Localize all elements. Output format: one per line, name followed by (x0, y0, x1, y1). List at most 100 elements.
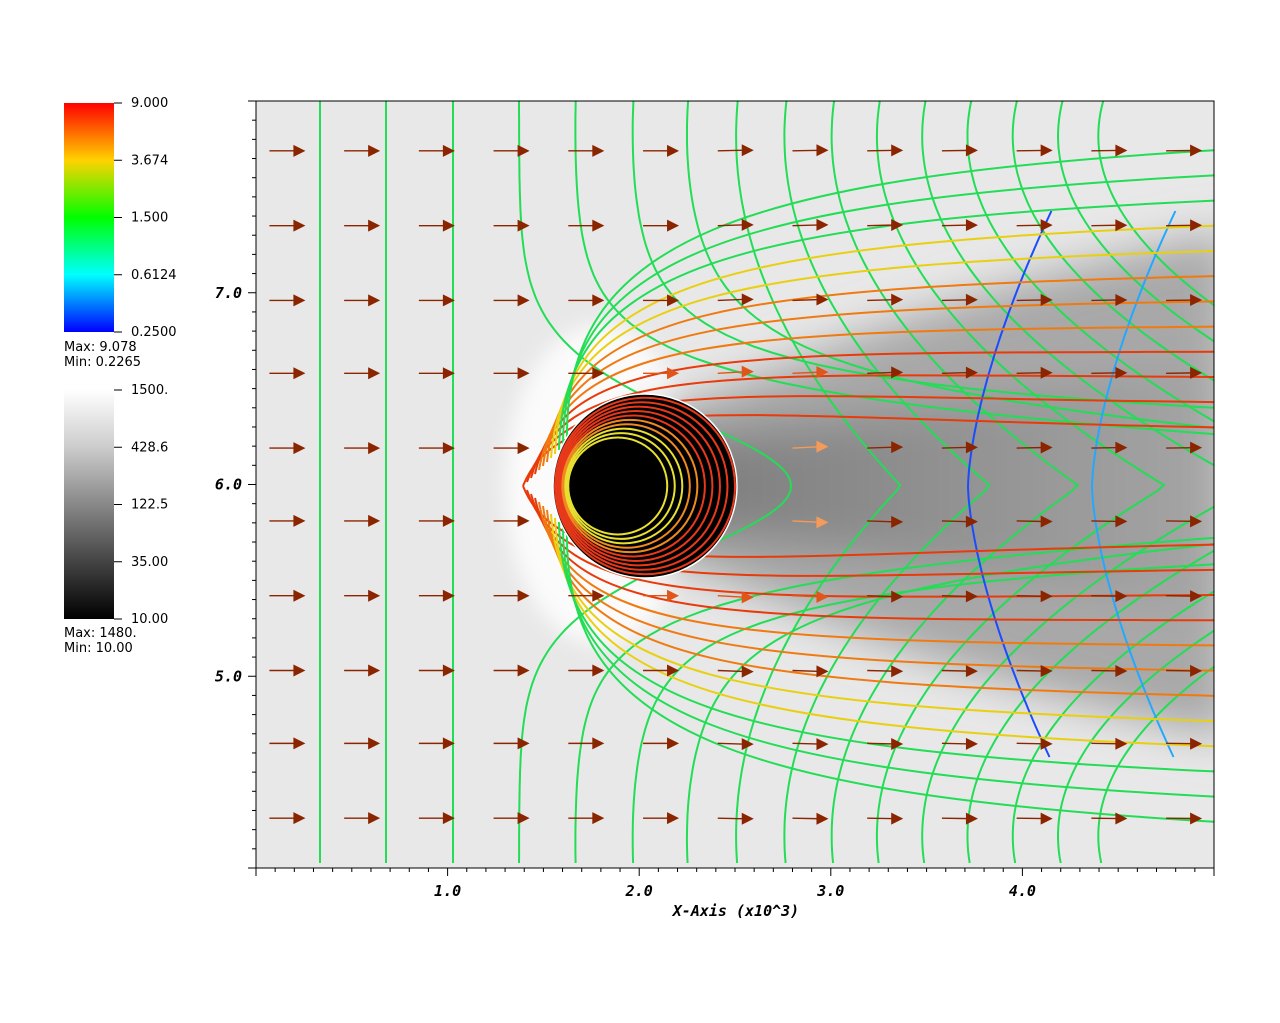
y-axis: 7.0 6.0 5.0 (215, 100, 256, 869)
vector-arrow (643, 219, 680, 232)
vector-arrow (1091, 664, 1128, 677)
contour-line (830, 101, 1080, 864)
colorbar-tick-label: 122.5 (131, 498, 168, 513)
x-axis-title: X-Axis (x10^3) (671, 902, 799, 920)
vector-arrow (568, 664, 605, 677)
vector-arrow (717, 812, 754, 825)
vector-arrow (941, 366, 978, 379)
vector-arrow (1166, 294, 1203, 307)
x-axis: 1.0 2.0 3.0 4.0 (255, 868, 1215, 900)
contour-line (783, 101, 991, 864)
contour-line (966, 101, 1214, 864)
vector-arrow (568, 812, 605, 825)
vector-arrow (1091, 812, 1128, 825)
vector-arrow (568, 589, 605, 602)
contour-line (574, 101, 1214, 864)
flow-contour-line (526, 489, 1214, 577)
vector-arrow (344, 664, 381, 677)
vector-arrow (643, 664, 680, 677)
vector-arrow (269, 219, 306, 232)
vector-arrow (717, 218, 754, 231)
vector-arrow (867, 812, 904, 825)
x-tick-label: 1.0 (434, 882, 461, 900)
vector-arrow (867, 219, 904, 232)
vector-arrow (493, 514, 530, 527)
obstacle-ring (565, 432, 676, 540)
vector-arrow (1166, 664, 1203, 677)
vector-arrow (941, 515, 978, 528)
vector-arrow (1166, 144, 1203, 157)
vector-arrow (643, 589, 680, 602)
vector-arrow (792, 440, 829, 453)
vector-arrow (792, 665, 829, 678)
vector-arrow (269, 812, 306, 825)
obstacle-ring (561, 418, 699, 554)
vector-arrow (1016, 144, 1053, 157)
vector-arrow (1091, 219, 1128, 232)
vector-arrow (493, 812, 530, 825)
vector-arrow (418, 737, 455, 750)
x-tick-label: 2.0 (625, 882, 653, 900)
colorbar-tick-label: 35.00 (131, 555, 168, 570)
vector-arrow (493, 294, 530, 307)
vector-arrow (493, 144, 530, 157)
obstacle-ring (554, 396, 736, 576)
vector-colorbar-gradient (64, 103, 114, 332)
vector-arrow (1166, 441, 1203, 454)
vector-arrow (1016, 219, 1053, 232)
vector-arrow (269, 664, 306, 677)
vector-arrow (792, 516, 829, 529)
contour-lines (319, 101, 1214, 864)
vector-arrow (344, 144, 381, 157)
vector-arrow (867, 665, 904, 678)
colorbar-legends: 9.000 3.674 1.500 0.6124 0.2500 1500. 428.6 122… (64, 96, 177, 627)
obstacle-ring (558, 410, 714, 562)
contour-line (735, 101, 902, 864)
vector-arrow (418, 442, 455, 455)
vector-arrow (717, 665, 754, 678)
vector-arrow (941, 812, 978, 825)
vector-arrows (269, 144, 1203, 825)
contour-line (1097, 101, 1214, 864)
colorbar-tick-label: 428.6 (131, 440, 168, 455)
vector-arrow (1091, 515, 1128, 528)
vector-arrow (269, 589, 306, 602)
vector-arrow (269, 294, 306, 307)
vector-arrow (344, 514, 381, 527)
vector-arrow (269, 737, 306, 750)
vector-arrow (643, 737, 680, 750)
y-tick-label: 7.0 (215, 284, 242, 302)
vector-arrow (1166, 219, 1203, 232)
vector-arrow (568, 219, 605, 232)
vector-colorbar-max: Max: 9.078 (64, 340, 137, 355)
vector-arrow (344, 737, 381, 750)
vector-arrow (418, 514, 455, 527)
vector-arrow (568, 367, 605, 380)
vector-arrow (717, 738, 754, 751)
vector-arrow (643, 367, 680, 380)
vector-arrow (941, 144, 978, 157)
vector-arrow (1166, 515, 1203, 528)
vector-arrow (867, 366, 904, 379)
vector-arrow (792, 218, 829, 231)
pseudocolor-colorbar-min: Min: 10.00 (64, 641, 133, 656)
vector-arrow (493, 442, 530, 455)
vector-arrow (941, 665, 978, 678)
vector-arrow (344, 812, 381, 825)
vector-arrow (493, 589, 530, 602)
flow-contour-line (565, 529, 1214, 823)
vector-arrow (717, 293, 754, 306)
vector-arrow (941, 293, 978, 306)
vector-arrow (418, 367, 455, 380)
vector-arrow (1016, 366, 1053, 379)
x-tick-label: 4.0 (1009, 882, 1036, 900)
vector-arrow (1166, 737, 1203, 750)
vector-arrow (418, 219, 455, 232)
vector-arrow (1166, 812, 1203, 825)
vector-arrow (941, 737, 978, 750)
vector-arrow (344, 589, 381, 602)
vector-arrow (792, 738, 829, 751)
vector-arrow (643, 812, 680, 825)
colorbar-tick-label: 9.000 (131, 96, 168, 111)
vector-arrow (1091, 590, 1128, 603)
